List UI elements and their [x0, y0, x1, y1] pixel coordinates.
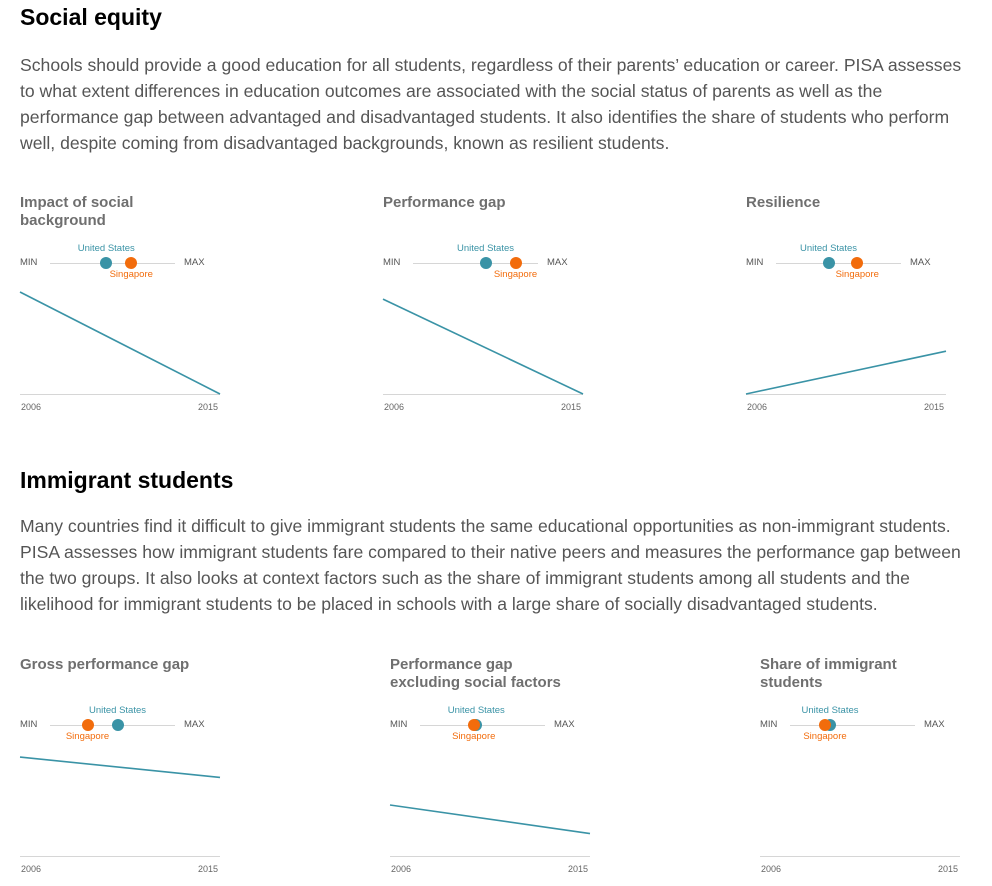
chart-title: Impact of social background: [20, 194, 134, 229]
trend-chart: [745, 350, 947, 395]
scale-track: [50, 263, 175, 264]
trend-chart: [382, 298, 584, 395]
x-tick-label: 2006: [391, 864, 412, 874]
singapore-label: Singapore: [803, 731, 847, 742]
trend-line: [745, 350, 947, 395]
trend-line: [19, 756, 221, 779]
x-tick-label: 2006: [384, 402, 405, 412]
min-label: MIN: [20, 257, 38, 268]
united-states-label: United States: [801, 705, 859, 716]
x-tick-label: 2015: [198, 402, 219, 412]
united-states-marker[interactable]: [100, 257, 113, 269]
united-states-marker[interactable]: [822, 257, 835, 269]
singapore-label: Singapore: [109, 269, 153, 280]
min-label: MIN: [390, 719, 408, 730]
max-label: MAX: [910, 257, 931, 268]
section-immigrant-students: Immigrant students Many countries find i…: [20, 460, 980, 886]
united-states-marker[interactable]: [111, 719, 124, 731]
trend-chart: [19, 291, 221, 395]
united-states-label: United States: [799, 243, 858, 254]
chart-panel-performance-gap: Performance gap MIN MAX United States Singap…: [382, 194, 608, 419]
max-label: MAX: [924, 719, 945, 730]
x-tick-label: 2006: [747, 402, 768, 412]
x-tick-label: 2015: [198, 864, 219, 874]
x-tick-label: 2015: [924, 402, 945, 412]
section-social-equity: Social equity Schools should provide a g…: [20, 0, 980, 460]
united-states-marker[interactable]: [479, 257, 492, 269]
scale-track: [413, 263, 538, 264]
max-label: MAX: [554, 719, 575, 730]
max-label: MAX: [184, 719, 205, 730]
singapore-marker[interactable]: [467, 719, 480, 731]
singapore-marker[interactable]: [81, 719, 94, 731]
scale-track: [776, 263, 901, 264]
united-states-label: United States: [88, 705, 147, 716]
x-tick-label: 2006: [761, 864, 782, 874]
trend-line: [389, 804, 591, 835]
max-label: MAX: [184, 257, 205, 268]
singapore-label: Singapore: [493, 269, 538, 280]
section-description: Schools should provide a good education …: [20, 55, 962, 153]
min-label: MIN: [383, 257, 401, 268]
section-description: Many countries find it difficult to give…: [20, 516, 961, 614]
chart-title: Performance gap: [383, 194, 506, 211]
min-label: MIN: [746, 257, 764, 268]
chart-panel-performance-gap-excl-social: Performance gap excluding social factors…: [389, 656, 615, 881]
trend-chart: [760, 856, 960, 857]
singapore-marker[interactable]: [819, 719, 831, 731]
x-tick-label: 2015: [561, 402, 582, 412]
scale-track: [790, 725, 915, 726]
singapore-marker[interactable]: [125, 257, 138, 269]
x-tick-label: 2015: [568, 864, 589, 874]
section-title: Immigrant students: [20, 467, 234, 493]
max-label: MAX: [547, 257, 568, 268]
trend-chart: [389, 804, 591, 857]
singapore-label: Singapore: [65, 731, 110, 742]
chart-panel-impact-of-social-background: Impact of social background MIN MAX United …: [19, 194, 245, 419]
x-tick-label: 2006: [21, 402, 42, 412]
singapore-label: Singapore: [835, 269, 879, 280]
trend-line: [19, 291, 221, 395]
chart-title: Resilience: [746, 194, 821, 211]
singapore-marker[interactable]: [509, 257, 522, 269]
singapore-marker[interactable]: [851, 257, 864, 269]
united-states-label: United States: [77, 243, 135, 254]
scale-track: [420, 725, 545, 726]
chart-title: Performance gap excluding social factors: [390, 656, 561, 691]
united-states-label: United States: [447, 705, 505, 716]
trend-chart: [19, 756, 221, 857]
min-label: MIN: [20, 719, 38, 730]
section-title: Social equity: [20, 4, 162, 30]
trend-line: [382, 298, 584, 395]
x-tick-label: 2015: [938, 864, 959, 874]
united-states-label: United States: [456, 243, 515, 254]
singapore-label: Singapore: [452, 731, 496, 742]
min-label: MIN: [760, 719, 778, 730]
chart-panel-gross-performance-gap: Gross performance gap MIN MAX United States…: [19, 656, 245, 881]
chart-title: Share of immigrant students: [760, 656, 897, 691]
chart-panel-resilience: Resilience MIN MAX United States Singapore 20…: [745, 194, 971, 419]
chart-panel-share-of-immigrant-students: Share of immigrant students MIN MAX United …: [760, 656, 985, 881]
chart-title: Gross performance gap: [20, 656, 190, 673]
x-tick-label: 2006: [21, 864, 42, 874]
